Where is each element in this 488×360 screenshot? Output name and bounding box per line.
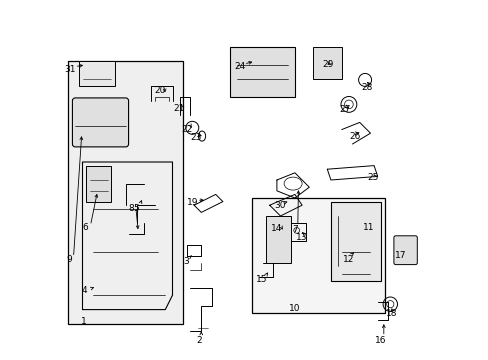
Text: 23: 23 bbox=[190, 133, 201, 142]
Text: 4: 4 bbox=[81, 287, 87, 295]
FancyBboxPatch shape bbox=[251, 198, 384, 313]
Text: 28: 28 bbox=[361, 83, 372, 92]
FancyBboxPatch shape bbox=[79, 61, 115, 86]
Text: 19: 19 bbox=[186, 198, 198, 207]
FancyBboxPatch shape bbox=[330, 202, 381, 281]
Text: 18: 18 bbox=[385, 310, 396, 319]
Text: 27: 27 bbox=[338, 105, 349, 114]
Text: 7: 7 bbox=[291, 225, 297, 234]
Text: 11: 11 bbox=[362, 223, 374, 232]
Text: 22: 22 bbox=[181, 125, 192, 134]
Text: 14: 14 bbox=[271, 224, 282, 233]
Text: 26: 26 bbox=[349, 132, 360, 141]
FancyBboxPatch shape bbox=[230, 47, 294, 97]
FancyBboxPatch shape bbox=[86, 166, 111, 202]
Text: 5: 5 bbox=[133, 204, 139, 213]
Text: 29: 29 bbox=[322, 60, 333, 69]
Text: 3: 3 bbox=[183, 256, 189, 266]
Text: 24: 24 bbox=[234, 62, 245, 71]
FancyBboxPatch shape bbox=[68, 61, 183, 324]
FancyBboxPatch shape bbox=[393, 236, 416, 265]
Text: 15: 15 bbox=[256, 275, 267, 284]
Text: 10: 10 bbox=[288, 305, 300, 313]
Text: 25: 25 bbox=[367, 173, 378, 182]
Text: 2: 2 bbox=[196, 336, 202, 345]
Text: 21: 21 bbox=[173, 104, 184, 113]
Text: 1: 1 bbox=[81, 317, 87, 325]
Text: 8: 8 bbox=[128, 204, 134, 213]
FancyBboxPatch shape bbox=[312, 47, 341, 79]
FancyBboxPatch shape bbox=[72, 98, 128, 147]
Text: 16: 16 bbox=[374, 336, 385, 345]
Text: 12: 12 bbox=[342, 255, 353, 264]
Text: 13: 13 bbox=[295, 233, 306, 242]
Text: 17: 17 bbox=[394, 251, 406, 260]
Text: 31: 31 bbox=[64, 65, 76, 74]
Text: 6: 6 bbox=[82, 223, 88, 232]
FancyBboxPatch shape bbox=[265, 216, 291, 263]
Text: 30: 30 bbox=[273, 202, 285, 210]
Text: 9: 9 bbox=[66, 256, 72, 264]
Text: 20: 20 bbox=[154, 86, 165, 95]
